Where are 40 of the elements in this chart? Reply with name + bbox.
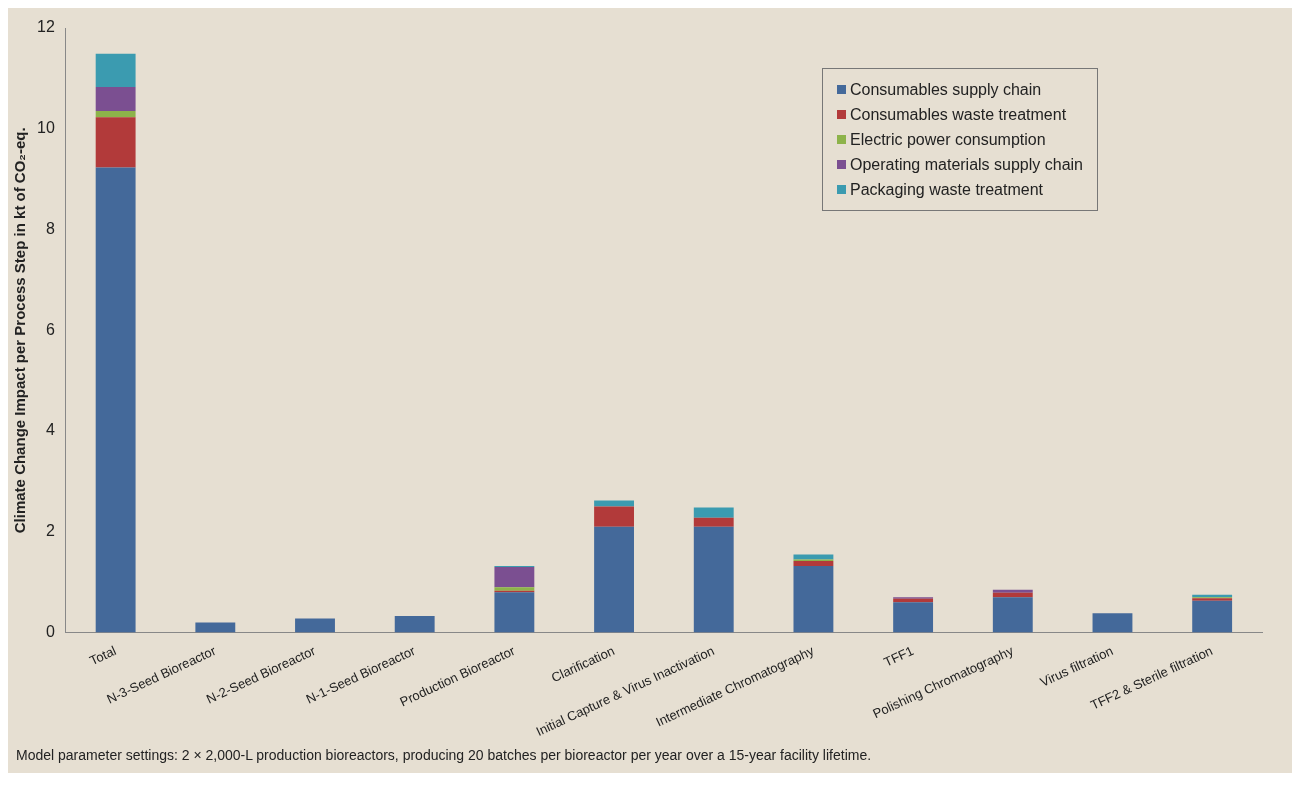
bar [693, 526, 734, 633]
y-tick-label: 10 [37, 119, 55, 137]
legend-label: Packaging waste treatment [850, 180, 1043, 200]
bar [594, 506, 634, 527]
bar [494, 592, 535, 633]
bar [394, 615, 435, 633]
y-tick-label: 0 [45, 622, 55, 640]
bar [793, 560, 834, 567]
legend-label: Electric power consumption [850, 130, 1046, 150]
y-tick-label: 2 [45, 522, 55, 540]
bar [594, 500, 634, 507]
bar [992, 589, 1033, 593]
bar [793, 554, 834, 560]
bar [494, 567, 535, 588]
bar [95, 86, 136, 112]
legend-label: Operating materials supply chain [850, 155, 1084, 175]
x-tick-label: Total [87, 642, 119, 669]
bar [1092, 613, 1133, 633]
bar [95, 111, 136, 118]
y-tick-label: 4 [45, 421, 55, 439]
bar [992, 597, 1033, 633]
bar [95, 117, 136, 168]
bar [893, 602, 934, 633]
bar [95, 167, 136, 633]
bar [1192, 600, 1233, 633]
bar [793, 566, 834, 633]
legend-label: Consumables supply chain [850, 80, 1042, 100]
text: Model parameter settings: 2 × 2,000-L production bioreactors, producing 20 batches per bioreactor per year over a 15-year facility lifetime. [15, 746, 873, 765]
x-tick-label: TFF1 [881, 642, 916, 670]
bar [693, 517, 734, 527]
y-tick-label: 12 [37, 18, 55, 36]
bar [95, 53, 136, 87]
bar [594, 526, 634, 633]
bar [295, 618, 335, 633]
bar [693, 507, 734, 518]
y-tick-label: 6 [45, 320, 55, 338]
y-axis-title: Climate Change Impact per Process Step in kt of CO₂-eq. [11, 127, 29, 534]
y-tick-label: 8 [45, 219, 55, 237]
bar [195, 622, 236, 633]
legend-label: Consumables waste treatment [850, 105, 1067, 125]
